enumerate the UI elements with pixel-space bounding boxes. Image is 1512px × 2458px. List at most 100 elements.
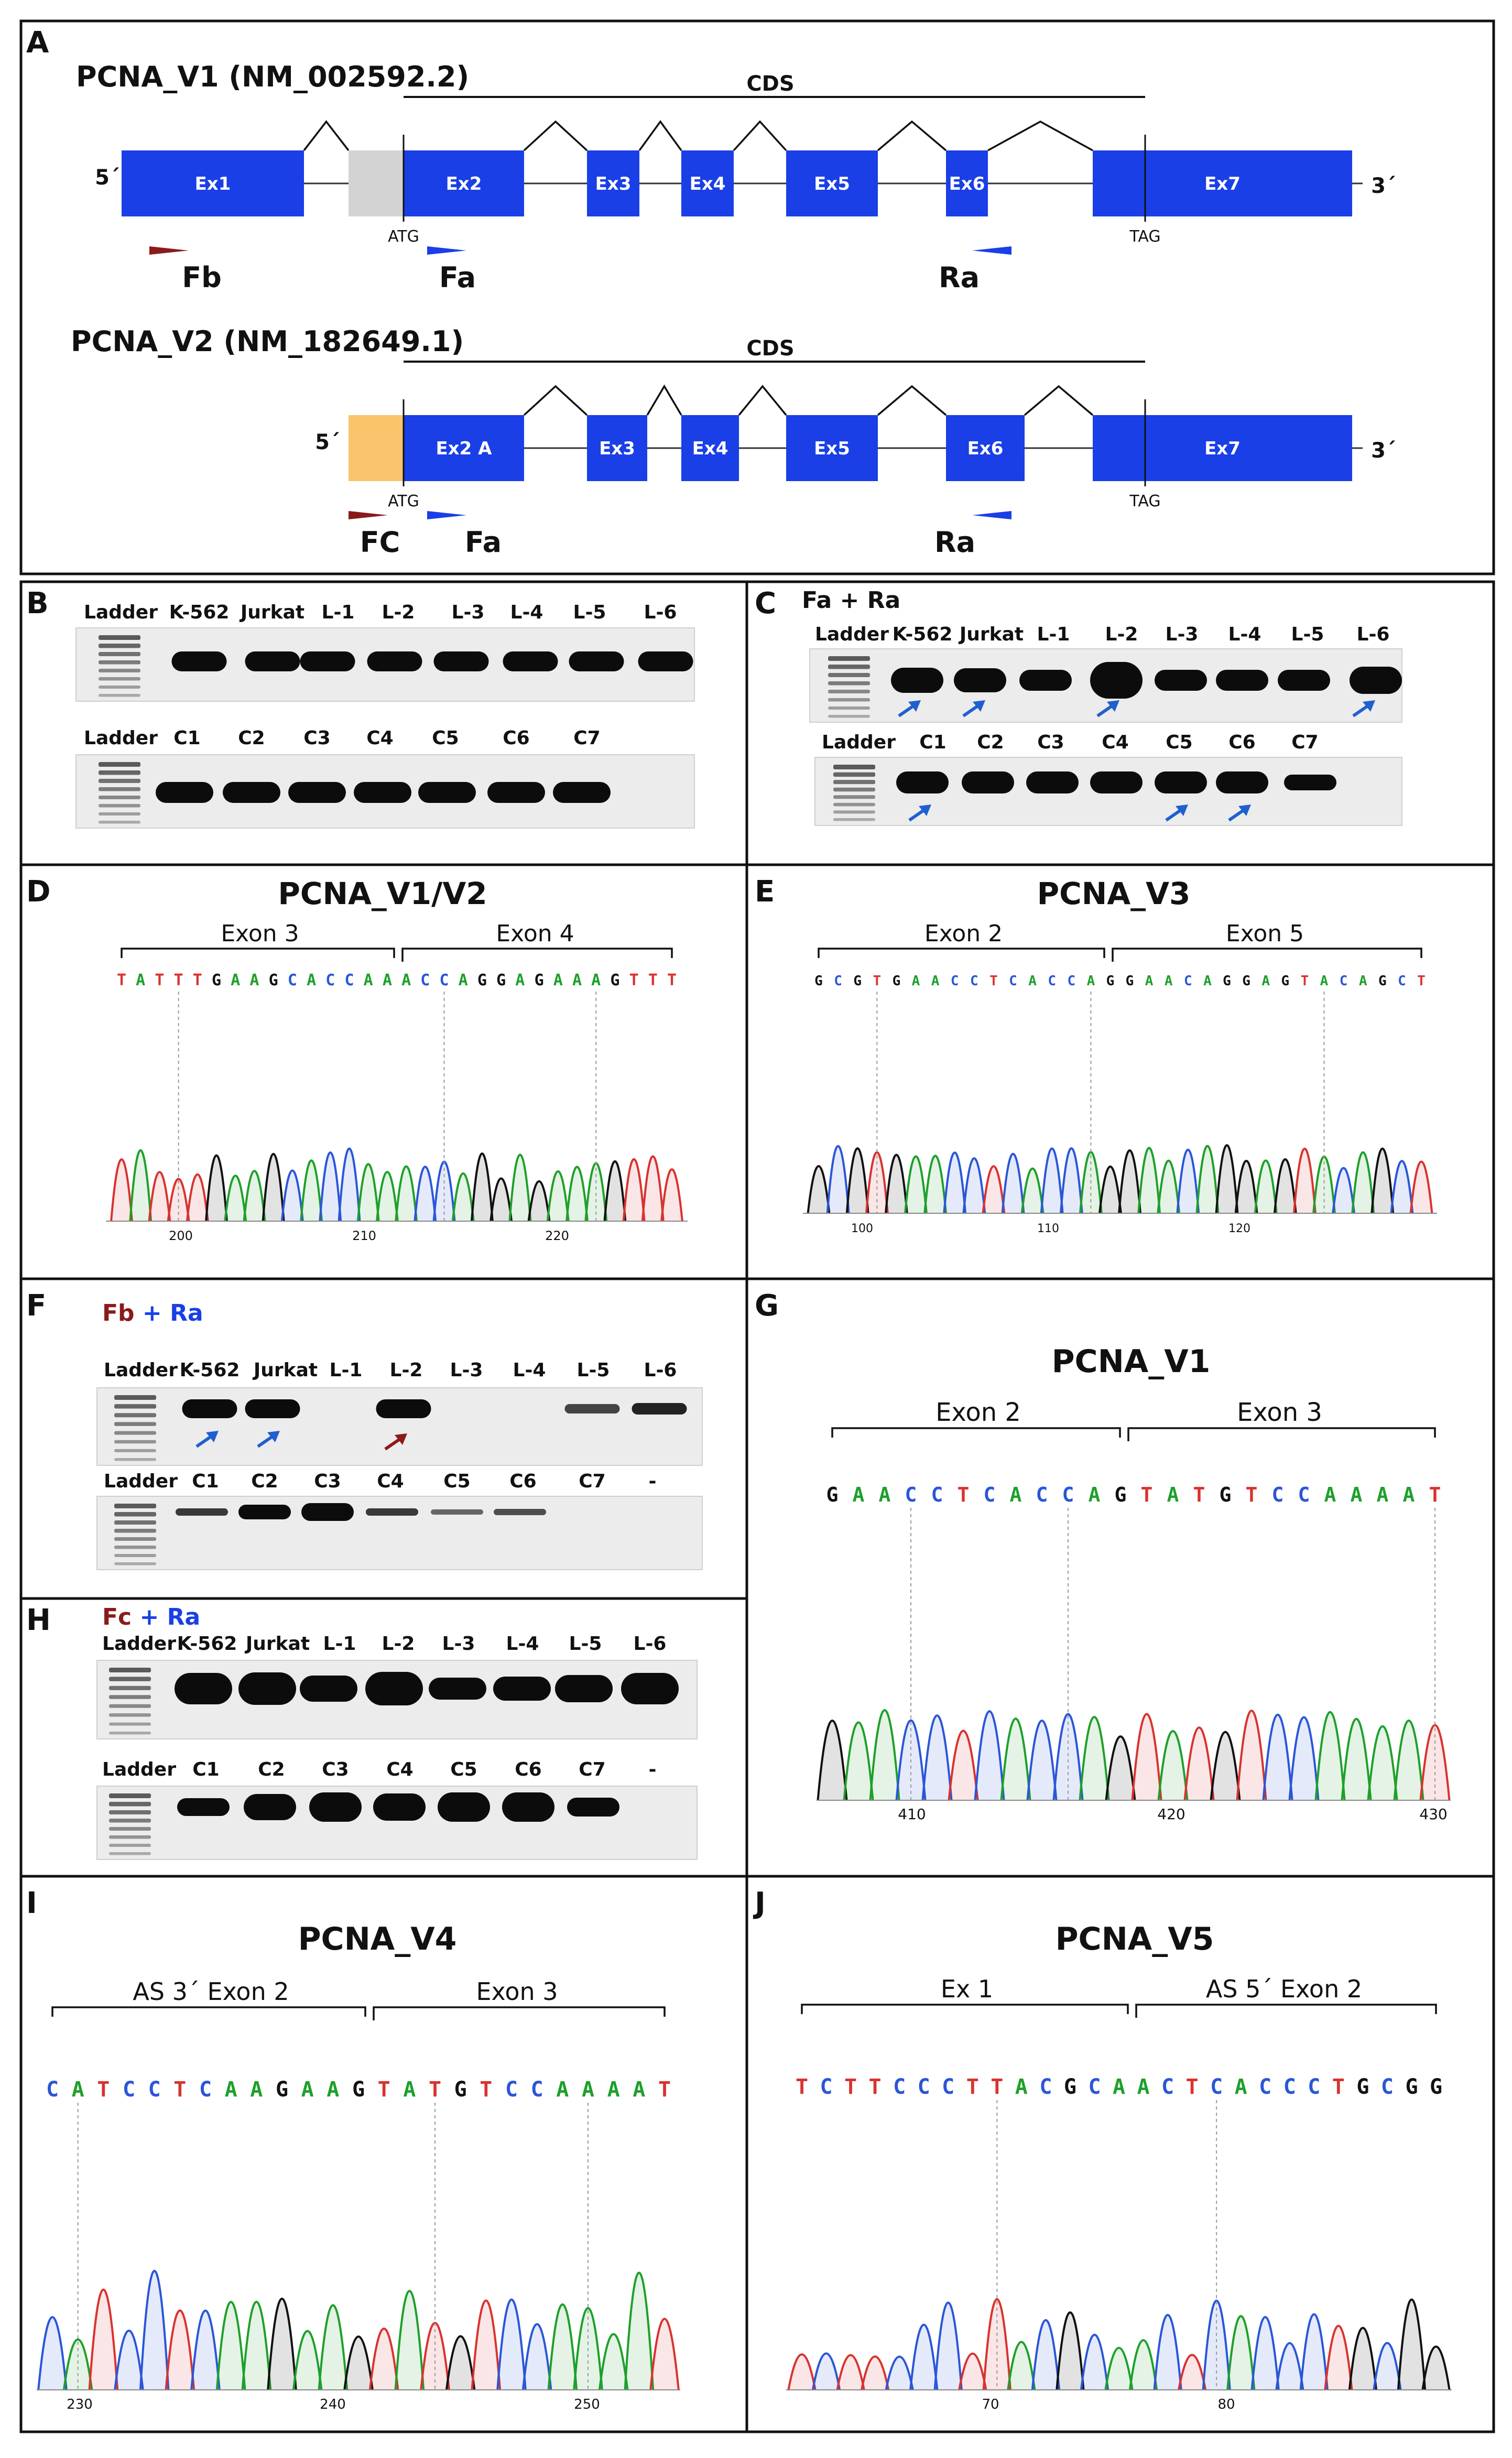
reverse-primer-name: Ra <box>170 1300 203 1326</box>
base-call: A <box>1235 2075 1247 2099</box>
band-arrow-head <box>1238 804 1251 816</box>
gel-band <box>553 782 611 803</box>
base-call: G <box>1115 1483 1127 1506</box>
lane-label: Ladder <box>104 1359 178 1381</box>
base-call: A <box>1015 2075 1028 2099</box>
base-call: C <box>942 2075 954 2099</box>
lane-label: C3 <box>322 1759 349 1780</box>
trace-peak <box>62 2339 93 2390</box>
base-call: T <box>844 2075 857 2099</box>
trace-peak <box>241 2300 272 2390</box>
trace-peak <box>948 1730 979 1801</box>
trace-peak <box>1040 1147 1064 1214</box>
trace-peak <box>807 1165 831 1214</box>
position-tick: 80 <box>1217 2397 1235 2412</box>
ladder-band <box>99 787 140 791</box>
reverse-primer-name: Ra <box>167 1604 201 1630</box>
utr-box <box>349 150 404 216</box>
ladder-band <box>114 1458 156 1461</box>
trace-peak <box>205 1154 228 1222</box>
trace-peak <box>1178 2354 1207 2390</box>
ladder-band <box>99 660 140 665</box>
base-call: G <box>276 2078 288 2102</box>
trace-peak <box>1262 1713 1293 1801</box>
trace-peak <box>186 1173 209 1222</box>
position-tick: 230 <box>67 2397 93 2412</box>
ladder-band <box>828 698 870 702</box>
ladder-band <box>833 787 875 792</box>
ladder-band <box>114 1520 156 1525</box>
gel-band <box>171 651 227 671</box>
exon-bracket <box>1112 948 1422 962</box>
base-call: T <box>1141 1483 1153 1506</box>
gel-band <box>365 1672 423 1705</box>
lane-label: K-562 <box>169 602 230 623</box>
ladder-band <box>828 706 870 710</box>
gel-band <box>493 1677 551 1701</box>
title-plus: + <box>135 1300 170 1326</box>
splice-junction <box>877 385 947 416</box>
gel-band <box>301 1503 354 1521</box>
ladder-band <box>99 770 140 775</box>
trace-peak <box>1409 1160 1433 1214</box>
trace-peak <box>224 1174 247 1222</box>
exon-box <box>404 415 524 481</box>
ladder-band <box>109 1793 151 1798</box>
ladder-band <box>833 810 875 814</box>
base-call: G <box>1430 2075 1442 2099</box>
trace-peak <box>165 2309 195 2390</box>
exon-name: Exon 5 <box>1226 920 1304 947</box>
lane-label: C7 <box>573 727 600 749</box>
lane-label: - <box>649 1471 657 1492</box>
gel-band <box>245 651 300 671</box>
exon-name: AS 3´ Exon 2 <box>133 1977 289 2006</box>
splice-junction <box>638 120 682 151</box>
base-call: C <box>1398 973 1406 989</box>
trace-peak <box>1288 1716 1320 1801</box>
base-call: A <box>553 971 563 989</box>
trace-peak <box>1234 1160 1258 1214</box>
band-arrow-head <box>206 1431 219 1442</box>
gel-band <box>177 1798 230 1816</box>
lane-label: C4 <box>1102 732 1128 753</box>
trace-peak <box>1153 2314 1182 2390</box>
exon-box <box>681 415 739 481</box>
gel-band <box>223 782 280 803</box>
base-call: A <box>515 971 525 989</box>
exon-label: Ex4 <box>690 173 726 194</box>
lane-label: L-1 <box>322 602 355 623</box>
ladder-band <box>109 1835 151 1839</box>
trace-peak <box>490 1177 513 1222</box>
base-call: T <box>378 2078 390 2102</box>
trace-peak <box>923 1155 947 1214</box>
lane-label: C2 <box>258 1759 285 1780</box>
trace-peak <box>817 1720 848 1801</box>
base-call: T <box>173 2078 186 2102</box>
base-call: C <box>1184 973 1192 989</box>
exon-name: Exon 3 <box>1237 1398 1322 1427</box>
exon-bracket <box>1135 2004 1437 2018</box>
splice-junction <box>738 385 787 416</box>
exon-label: Ex4 <box>692 438 728 459</box>
trace-peak <box>958 2353 987 2390</box>
panel-letter-e: E <box>755 875 775 909</box>
lane-label: C6 <box>503 727 529 749</box>
trace-peak <box>1421 2345 1451 2390</box>
base-call: A <box>591 971 601 989</box>
trace-peak <box>267 2297 297 2390</box>
exon-name: Exon 3 <box>221 920 299 947</box>
ladder-band <box>109 1722 151 1726</box>
trace-peak <box>1079 1715 1110 1801</box>
position-tick: 210 <box>352 1228 376 1243</box>
exon-box <box>681 150 734 216</box>
trace-peak <box>243 1170 266 1222</box>
base-call: A <box>1010 1483 1022 1506</box>
gel-band <box>366 1508 418 1516</box>
gel-band <box>431 1509 483 1515</box>
lane-label: L-3 <box>442 1633 475 1655</box>
base-call: A <box>582 2078 594 2102</box>
